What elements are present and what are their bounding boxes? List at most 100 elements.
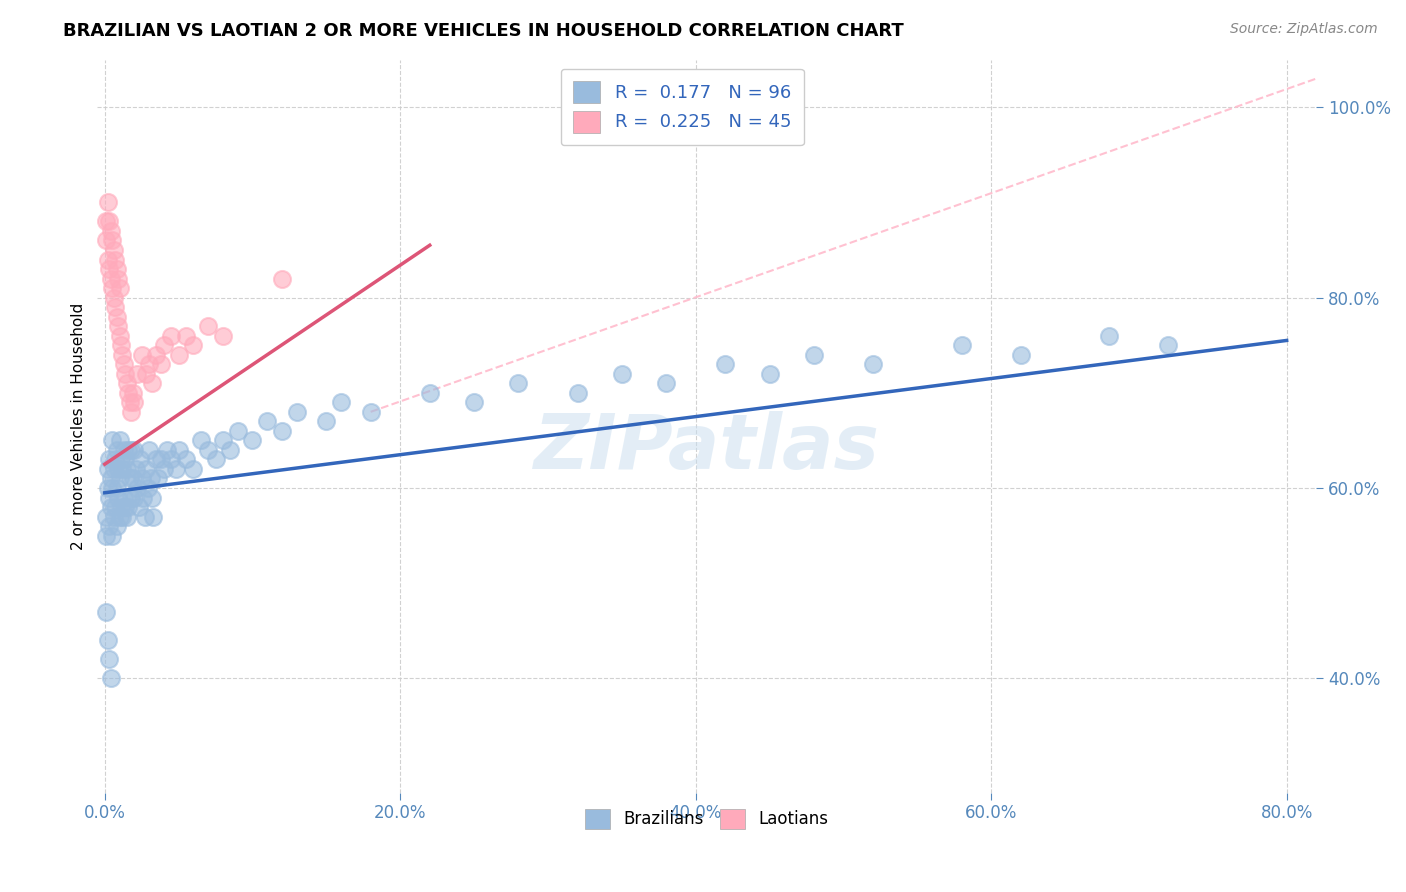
Point (271, 271, 294, 285)
Point (105, 519, 128, 533)
Point (96, 528, 118, 542)
Point (862, 357, 884, 371)
Point (1157, 338, 1180, 352)
Point (138, 442, 160, 457)
Point (115, 462, 138, 476)
Point (124, 491, 146, 505)
Point (160, 328, 183, 343)
Point (107, 271, 129, 285)
Point (135, 462, 157, 476)
Point (127, 481, 149, 495)
Point (100, 500, 122, 514)
Point (110, 452, 132, 467)
Point (112, 442, 135, 457)
Point (138, 357, 160, 371)
Point (105, 481, 128, 495)
Point (118, 395, 141, 409)
Point (104, 452, 127, 467)
Point (127, 367, 149, 381)
Point (714, 357, 737, 371)
Point (103, 509, 125, 524)
Point (160, 452, 183, 467)
Point (124, 442, 146, 457)
Point (98, 214, 121, 228)
Point (121, 471, 143, 485)
Point (124, 395, 146, 409)
Point (103, 462, 125, 476)
Point (118, 471, 141, 485)
Point (104, 252, 127, 267)
Point (132, 491, 155, 505)
Point (285, 405, 308, 419)
Point (136, 481, 159, 495)
Point (197, 442, 219, 457)
Text: ZIPatlas: ZIPatlas (534, 411, 880, 485)
Point (111, 348, 134, 362)
Point (114, 452, 136, 467)
Point (134, 509, 156, 524)
Point (97, 195, 120, 210)
Point (96, 509, 118, 524)
Text: BRAZILIAN VS LAOTIAN 2 OR MORE VEHICLES IN HOUSEHOLD CORRELATION CHART: BRAZILIAN VS LAOTIAN 2 OR MORE VEHICLES … (63, 22, 904, 40)
Point (758, 367, 780, 381)
Point (145, 452, 167, 467)
Point (271, 424, 294, 438)
Point (120, 442, 142, 457)
Point (104, 300, 127, 314)
Point (315, 414, 337, 428)
Point (129, 452, 152, 467)
Point (97, 633, 120, 648)
Point (100, 271, 122, 285)
Point (174, 328, 197, 343)
Point (212, 328, 235, 343)
Point (242, 434, 264, 448)
Point (655, 376, 678, 391)
Point (125, 462, 148, 476)
Point (117, 385, 139, 400)
Point (183, 462, 205, 476)
Point (149, 357, 172, 371)
Point (115, 509, 138, 524)
Point (112, 357, 135, 371)
Point (107, 491, 129, 505)
Point (153, 338, 176, 352)
Point (103, 291, 125, 305)
Point (110, 338, 132, 352)
Point (167, 348, 190, 362)
Point (110, 500, 132, 514)
Point (463, 395, 485, 409)
Point (108, 509, 131, 524)
Point (149, 452, 172, 467)
Point (141, 491, 163, 505)
Point (219, 442, 242, 457)
Point (98, 652, 121, 666)
Point (156, 442, 179, 457)
Point (98, 519, 121, 533)
Point (117, 500, 139, 514)
Point (97, 252, 120, 267)
Point (1098, 328, 1121, 343)
Point (139, 471, 162, 485)
Point (105, 442, 128, 457)
Point (117, 442, 139, 457)
Point (96, 214, 118, 228)
Y-axis label: 2 or more Vehicles in Household: 2 or more Vehicles in Household (72, 302, 86, 549)
Point (142, 509, 165, 524)
Point (97, 462, 120, 476)
Point (107, 462, 129, 476)
Point (108, 434, 131, 448)
Point (950, 338, 973, 352)
Point (120, 405, 142, 419)
Point (100, 672, 122, 686)
Point (146, 471, 169, 485)
Point (96, 605, 118, 619)
Point (226, 424, 249, 438)
Point (803, 348, 825, 362)
Point (145, 348, 167, 362)
Point (114, 500, 136, 514)
Point (108, 281, 131, 295)
Point (104, 500, 127, 514)
Point (190, 434, 212, 448)
Point (105, 310, 128, 324)
Point (103, 243, 125, 257)
